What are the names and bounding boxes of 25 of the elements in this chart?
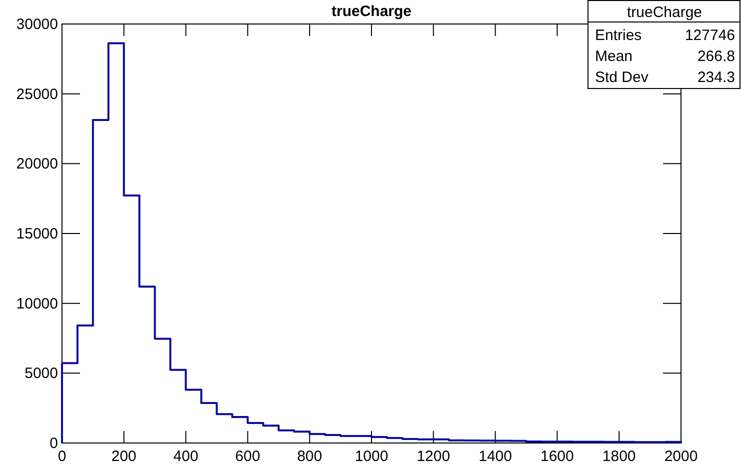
x-tick-label: 1000: [354, 448, 388, 465]
text: trueCharge: [626, 4, 702, 21]
chart-title: trueCharge: [331, 3, 412, 20]
y-tick-label: 5000: [24, 365, 58, 382]
x-tick-label: 400: [173, 448, 198, 465]
text: 266.8: [697, 48, 735, 65]
text: 234.3: [697, 69, 735, 86]
x-tick-label: 200: [111, 448, 136, 465]
y-tick-label: 25000: [16, 86, 58, 103]
x-tick-label: 800: [297, 448, 322, 465]
x-tick-label: 2000: [664, 448, 698, 465]
annotation: Mean: [595, 48, 633, 65]
x-tick-label: 1400: [478, 448, 512, 465]
y-tick-label: 0: [50, 435, 58, 452]
y-tick-label: 10000: [16, 295, 58, 312]
y-tick-label: 20000: [16, 156, 58, 173]
y-tick-label: 30000: [16, 16, 58, 33]
x-tick-label: 600: [235, 448, 260, 465]
x-tick-label: 1800: [602, 448, 636, 465]
text: 127746: [684, 27, 735, 44]
x-tick-label: 1600: [540, 448, 574, 465]
annotation: Entries: [595, 27, 642, 44]
y-tick-label: 15000: [16, 226, 58, 242]
annotation: Std Dev: [595, 69, 649, 86]
x-tick-label: 1200: [416, 448, 450, 465]
